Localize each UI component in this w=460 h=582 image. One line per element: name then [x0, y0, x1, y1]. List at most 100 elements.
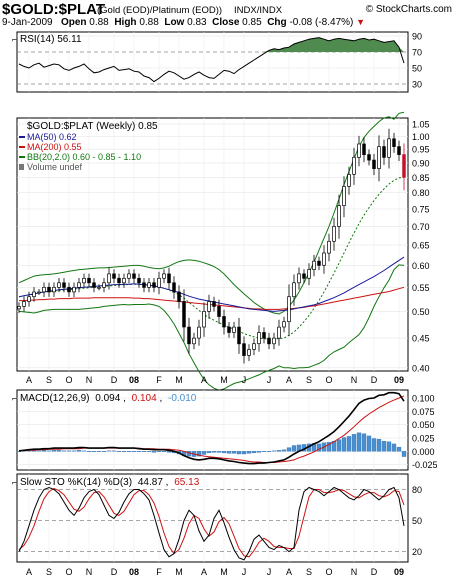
x-tick-label-2: O [65, 375, 72, 385]
candle-body [237, 326, 241, 345]
sto-y-ticks: 80 50 20 [412, 485, 422, 557]
macd-histogram-bar [206, 451, 212, 454]
macd-histogram-bar [401, 451, 407, 457]
macd-histogram-bar [196, 451, 202, 457]
sto-legend-marker: ⌐ [12, 478, 17, 487]
candle-body [242, 343, 246, 356]
candle-body [397, 146, 401, 155]
macd-histogram-bar [116, 451, 122, 452]
macd-histogram-bar [86, 451, 92, 452]
macd-histogram-bar [211, 451, 217, 453]
candle-body [262, 332, 266, 339]
candle-body [92, 282, 96, 288]
macd-histogram-bar [81, 450, 87, 452]
x-tick-label-0: A [26, 375, 32, 385]
candle-body [77, 282, 81, 288]
rsi-legend: RSI(14) 56.11 [20, 34, 82, 45]
x-axis-bottom: A S O N D 08 F M A M J J A S O N D 09 [26, 567, 404, 577]
x-tick-label-15: N [351, 567, 358, 577]
macd-histogram-bar [341, 437, 347, 452]
x-tick-label-3: N [86, 375, 93, 385]
macd-histogram-bar [201, 451, 207, 455]
macd-histogram-bar [391, 443, 397, 452]
candle-body [392, 138, 396, 147]
macd-histogram-bar [56, 450, 62, 452]
y-tick-label-2: 50 [412, 64, 422, 74]
candle-body [22, 301, 26, 307]
macd-histogram-bar [316, 443, 322, 452]
macd-histogram-bar [166, 451, 172, 453]
quote-bar: 9-Jan-2009 Open 0.88 High 0.88 Low 0.83 … [2, 17, 365, 28]
candle-body [162, 273, 166, 279]
macd-legend-hist: -0.010 [168, 393, 197, 404]
candle-body [337, 205, 341, 227]
sto-legend-k: 44.87 [138, 477, 163, 488]
candle-body [32, 291, 36, 298]
candle-body [122, 277, 126, 284]
macd-histogram-bar [241, 451, 247, 455]
y-tick-label-13: 0.40 [412, 363, 430, 373]
macd-histogram-bar [381, 441, 387, 452]
x-tick-label-13: S [306, 567, 312, 577]
candle-body [367, 154, 371, 161]
macd-histogram-bar [136, 451, 142, 452]
macd-histogram-bar [111, 450, 117, 452]
x-tick-label-11: J [267, 375, 272, 385]
macd-histogram-bar [226, 451, 232, 454]
bollinger-lower-line [18, 264, 405, 391]
macd-histogram-bar [396, 446, 402, 452]
rsi-overbought-fill [19, 37, 404, 52]
y-tick-label-3: 30 [412, 80, 422, 90]
candle-body [402, 154, 406, 178]
macd-histogram-bar [356, 432, 362, 452]
y-tick-label-5: 0.80 [412, 188, 430, 198]
y-tick-label-0: 0.100 [412, 394, 435, 404]
macd-histogram-bar [336, 439, 342, 452]
close-label: Close [212, 17, 240, 28]
x-tick-label-16: D [371, 567, 378, 577]
volume-legend-swatch [19, 164, 24, 170]
candle-body [87, 277, 91, 284]
candle-body [232, 326, 236, 333]
candle-body [287, 296, 291, 323]
macd-histogram-bar [386, 441, 392, 452]
sto-gridlines [17, 474, 408, 562]
macd-histogram-bar [51, 450, 57, 452]
candle-body [267, 337, 271, 345]
y-tick-label-3: 0.025 [412, 434, 435, 444]
macd-legend: MACD(12,26,9) 0.094 , 0.104 , -0.010 [20, 393, 197, 404]
x-tick-label-9: M [220, 375, 228, 385]
x-tick-label-13: S [306, 375, 312, 385]
price-panel: 1.05 1.00 0.95 0.90 0.85 0.80 0.75 0.70 0.65 0.60… [16, 111, 430, 391]
y-tick-label-0: 1.05 [412, 119, 430, 129]
macd-histogram-bar [251, 451, 257, 454]
candle-body [202, 311, 206, 328]
macd-histogram-bar [41, 450, 47, 452]
y-tick-label-3: 0.90 [412, 158, 430, 168]
ticker-description: (Gold (EOD)/Platinum (EOD)) [97, 5, 223, 16]
macd-histogram-bar [141, 451, 147, 452]
x-tick-label-14: O [325, 375, 332, 385]
candle-body [382, 146, 386, 158]
x-tick-label-17: 09 [394, 375, 404, 385]
candle-body [222, 316, 226, 328]
candle-body [377, 146, 381, 169]
low-label: Low [164, 17, 185, 28]
x-tick-label-12: A [286, 375, 292, 385]
x-axis-price: A S O N D 08 F M A M J J A S O N D 09 [26, 375, 404, 385]
close-value: 0.85 [242, 17, 262, 28]
x-tick-label-14: O [325, 567, 332, 577]
down-triangle-icon: ▼ [356, 17, 366, 27]
high-label: High [114, 17, 137, 28]
candle-body [177, 291, 181, 302]
candlestick-series [17, 128, 406, 364]
y-tick-label-11: 0.50 [412, 307, 430, 317]
macd-legend-prefix: MACD(12,26,9) [20, 393, 89, 404]
candle-body [352, 156, 356, 175]
chg-value: -0.08 (-8.47%) [289, 17, 354, 28]
y-tick-label-1: 1.00 [412, 132, 430, 142]
macd-histogram-bar [36, 450, 42, 452]
macd-histogram-bar [271, 450, 277, 452]
macd-histogram-bar [96, 451, 102, 452]
